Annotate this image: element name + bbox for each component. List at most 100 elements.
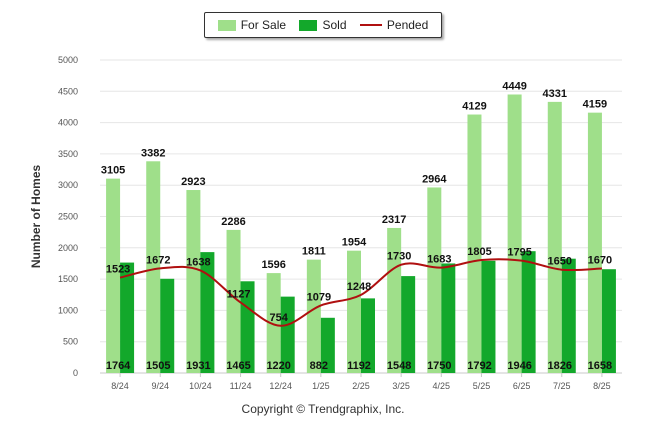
data-label-sold: 1792 [467, 360, 491, 372]
x-tick-label: 7/25 [553, 381, 571, 391]
bar-sold [401, 276, 416, 373]
data-label-sold: 1192 [347, 360, 371, 372]
bar-sold [521, 251, 536, 373]
data-label-pended: 1523 [106, 264, 130, 276]
data-label-for-sale: 4449 [502, 80, 526, 92]
bar-sold [361, 298, 375, 373]
x-tick-label: 12/24 [269, 381, 292, 391]
y-tick-label: 4500 [58, 86, 78, 96]
bar-sold [441, 263, 456, 373]
bar-for-sale [427, 187, 442, 373]
legend: For Sale Sold Pended [204, 12, 442, 38]
y-tick-label: 1000 [58, 305, 78, 315]
data-label-for-sale: 4129 [462, 101, 486, 113]
bar-sold [200, 252, 215, 373]
bar-for-sale [106, 178, 121, 373]
data-label-pended: 1672 [146, 254, 170, 266]
x-tick-label: 8/24 [111, 381, 129, 391]
data-label-for-sale: 1596 [261, 259, 285, 271]
bar-sold [561, 258, 576, 373]
x-tick-label: 1/25 [312, 381, 330, 391]
y-tick-label: 3500 [58, 149, 78, 159]
data-label-for-sale: 2923 [181, 176, 205, 188]
x-tick-label: 5/25 [473, 381, 491, 391]
data-label-pended: 1805 [467, 246, 491, 258]
data-label-sold: 1826 [548, 360, 572, 372]
bar-for-sale [146, 161, 161, 373]
bar-sold [120, 262, 135, 373]
bar-sold [280, 296, 295, 373]
bar-for-sale [507, 94, 522, 373]
data-label-for-sale: 3382 [141, 147, 165, 159]
data-label-for-sale: 1811 [302, 246, 326, 258]
bar-for-sale [547, 101, 562, 374]
x-tick-label: 4/25 [433, 381, 451, 391]
data-label-pended: 1670 [588, 254, 612, 266]
y-tick-label: 5000 [58, 55, 78, 65]
data-label-sold: 1764 [106, 360, 131, 372]
data-label-for-sale: 4159 [583, 99, 607, 111]
x-tick-label: 10/24 [189, 381, 212, 391]
data-label-for-sale: 2317 [382, 214, 406, 226]
data-label-pended: 1638 [186, 256, 210, 268]
bar-sold [320, 317, 335, 373]
legend-label-pended: Pended [386, 18, 429, 32]
bar-for-sale [186, 190, 201, 373]
bar-for-sale [266, 273, 281, 373]
data-label-for-sale: 4331 [543, 88, 567, 100]
data-label-sold: 1658 [588, 360, 612, 372]
bar-for-sale [467, 114, 482, 373]
data-label-sold: 1548 [387, 360, 411, 372]
data-label-for-sale: 3105 [101, 165, 125, 177]
x-tick-label: 9/24 [151, 381, 169, 391]
legend-label-sold: Sold [322, 18, 347, 32]
bar-for-sale [306, 259, 321, 373]
data-label-sold: 1931 [186, 360, 210, 372]
x-tick-label: 11/24 [230, 381, 252, 391]
data-label-pended: 1683 [427, 254, 451, 266]
x-tick-label: 6/25 [513, 381, 531, 391]
y-tick-label: 500 [63, 337, 78, 347]
data-label-sold: 1750 [427, 360, 451, 372]
y-tick-label: 3000 [58, 180, 78, 190]
data-label-pended: 1079 [307, 291, 331, 303]
bar-sold [481, 260, 496, 373]
data-label-pended: 1650 [548, 256, 572, 268]
data-label-pended: 1730 [387, 251, 411, 263]
y-axis-label: Number of Homes [29, 165, 43, 269]
legend-item-for-sale[interactable]: For Sale [217, 18, 286, 32]
x-tick-label: 3/25 [392, 381, 410, 391]
data-label-pended: 1795 [507, 247, 531, 259]
data-label-sold: 1946 [507, 360, 531, 372]
data-label-sold: 882 [310, 360, 328, 372]
y-tick-label: 2500 [58, 212, 78, 222]
x-tick-label: 8/25 [593, 381, 611, 391]
data-label-sold: 1465 [226, 360, 250, 372]
data-label-pended: 1127 [227, 288, 251, 300]
x-tick-label: 2/25 [352, 381, 370, 391]
bar-for-sale [587, 112, 602, 373]
y-tick-label: 2000 [58, 243, 78, 253]
bar-for-sale [387, 227, 402, 373]
data-label-pended: 754 [270, 312, 289, 324]
y-tick-label: 4000 [58, 118, 78, 128]
bar-sold [160, 278, 175, 373]
data-label-for-sale: 1954 [342, 237, 367, 249]
data-label-for-sale: 2964 [422, 173, 447, 185]
legend-item-pended[interactable]: Pended [359, 18, 429, 32]
legend-swatch-for-sale [217, 19, 236, 31]
data-label-pended: 1248 [347, 281, 371, 293]
bar-for-sale [347, 250, 361, 373]
data-label-for-sale: 2286 [221, 216, 245, 228]
bar-sold [601, 269, 616, 373]
legend-swatch-pended [359, 24, 382, 26]
bar-for-sale [226, 229, 241, 373]
copyright-text: Copyright © Trendgraphix, Inc. [241, 402, 405, 416]
legend-item-sold[interactable]: Sold [299, 18, 347, 32]
data-label-sold: 1220 [266, 360, 290, 372]
y-tick-label: 0 [73, 368, 78, 378]
data-label-sold: 1505 [146, 360, 170, 372]
legend-swatch-sold [299, 19, 318, 31]
y-tick-label: 1500 [58, 274, 78, 284]
